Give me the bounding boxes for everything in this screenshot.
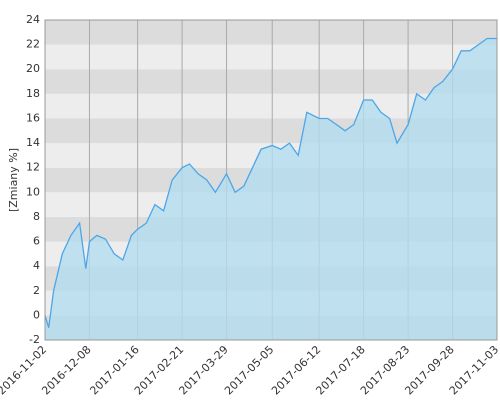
grid-band <box>45 69 497 94</box>
y-tick-label: 16 <box>26 111 40 124</box>
y-tick-label: 8 <box>33 210 40 223</box>
y-tick-label: 4 <box>33 259 40 272</box>
line <box>44 37 497 328</box>
y-tick-label: 20 <box>26 62 40 75</box>
grid-band <box>45 44 497 70</box>
y-tick-label: -2 <box>29 333 40 346</box>
y-tick-label: 22 <box>26 38 40 51</box>
area <box>45 38 497 340</box>
y-tick-label: 10 <box>26 185 40 198</box>
plot-border <box>44 19 498 341</box>
grid-band <box>45 20 497 45</box>
y-tick-label: 12 <box>26 161 40 174</box>
x-tick-label: 2017-05-05 <box>222 343 276 397</box>
y-axis-label: [Zmiany %] <box>7 148 20 212</box>
y-tick-label: 18 <box>26 87 40 100</box>
y-tick-label: 0 <box>33 308 40 321</box>
y-tick-label: 2 <box>33 284 40 297</box>
y-tick-label: 24 <box>26 13 40 26</box>
y-tick-label: 14 <box>26 136 40 149</box>
y-tick-label: 6 <box>33 235 40 248</box>
